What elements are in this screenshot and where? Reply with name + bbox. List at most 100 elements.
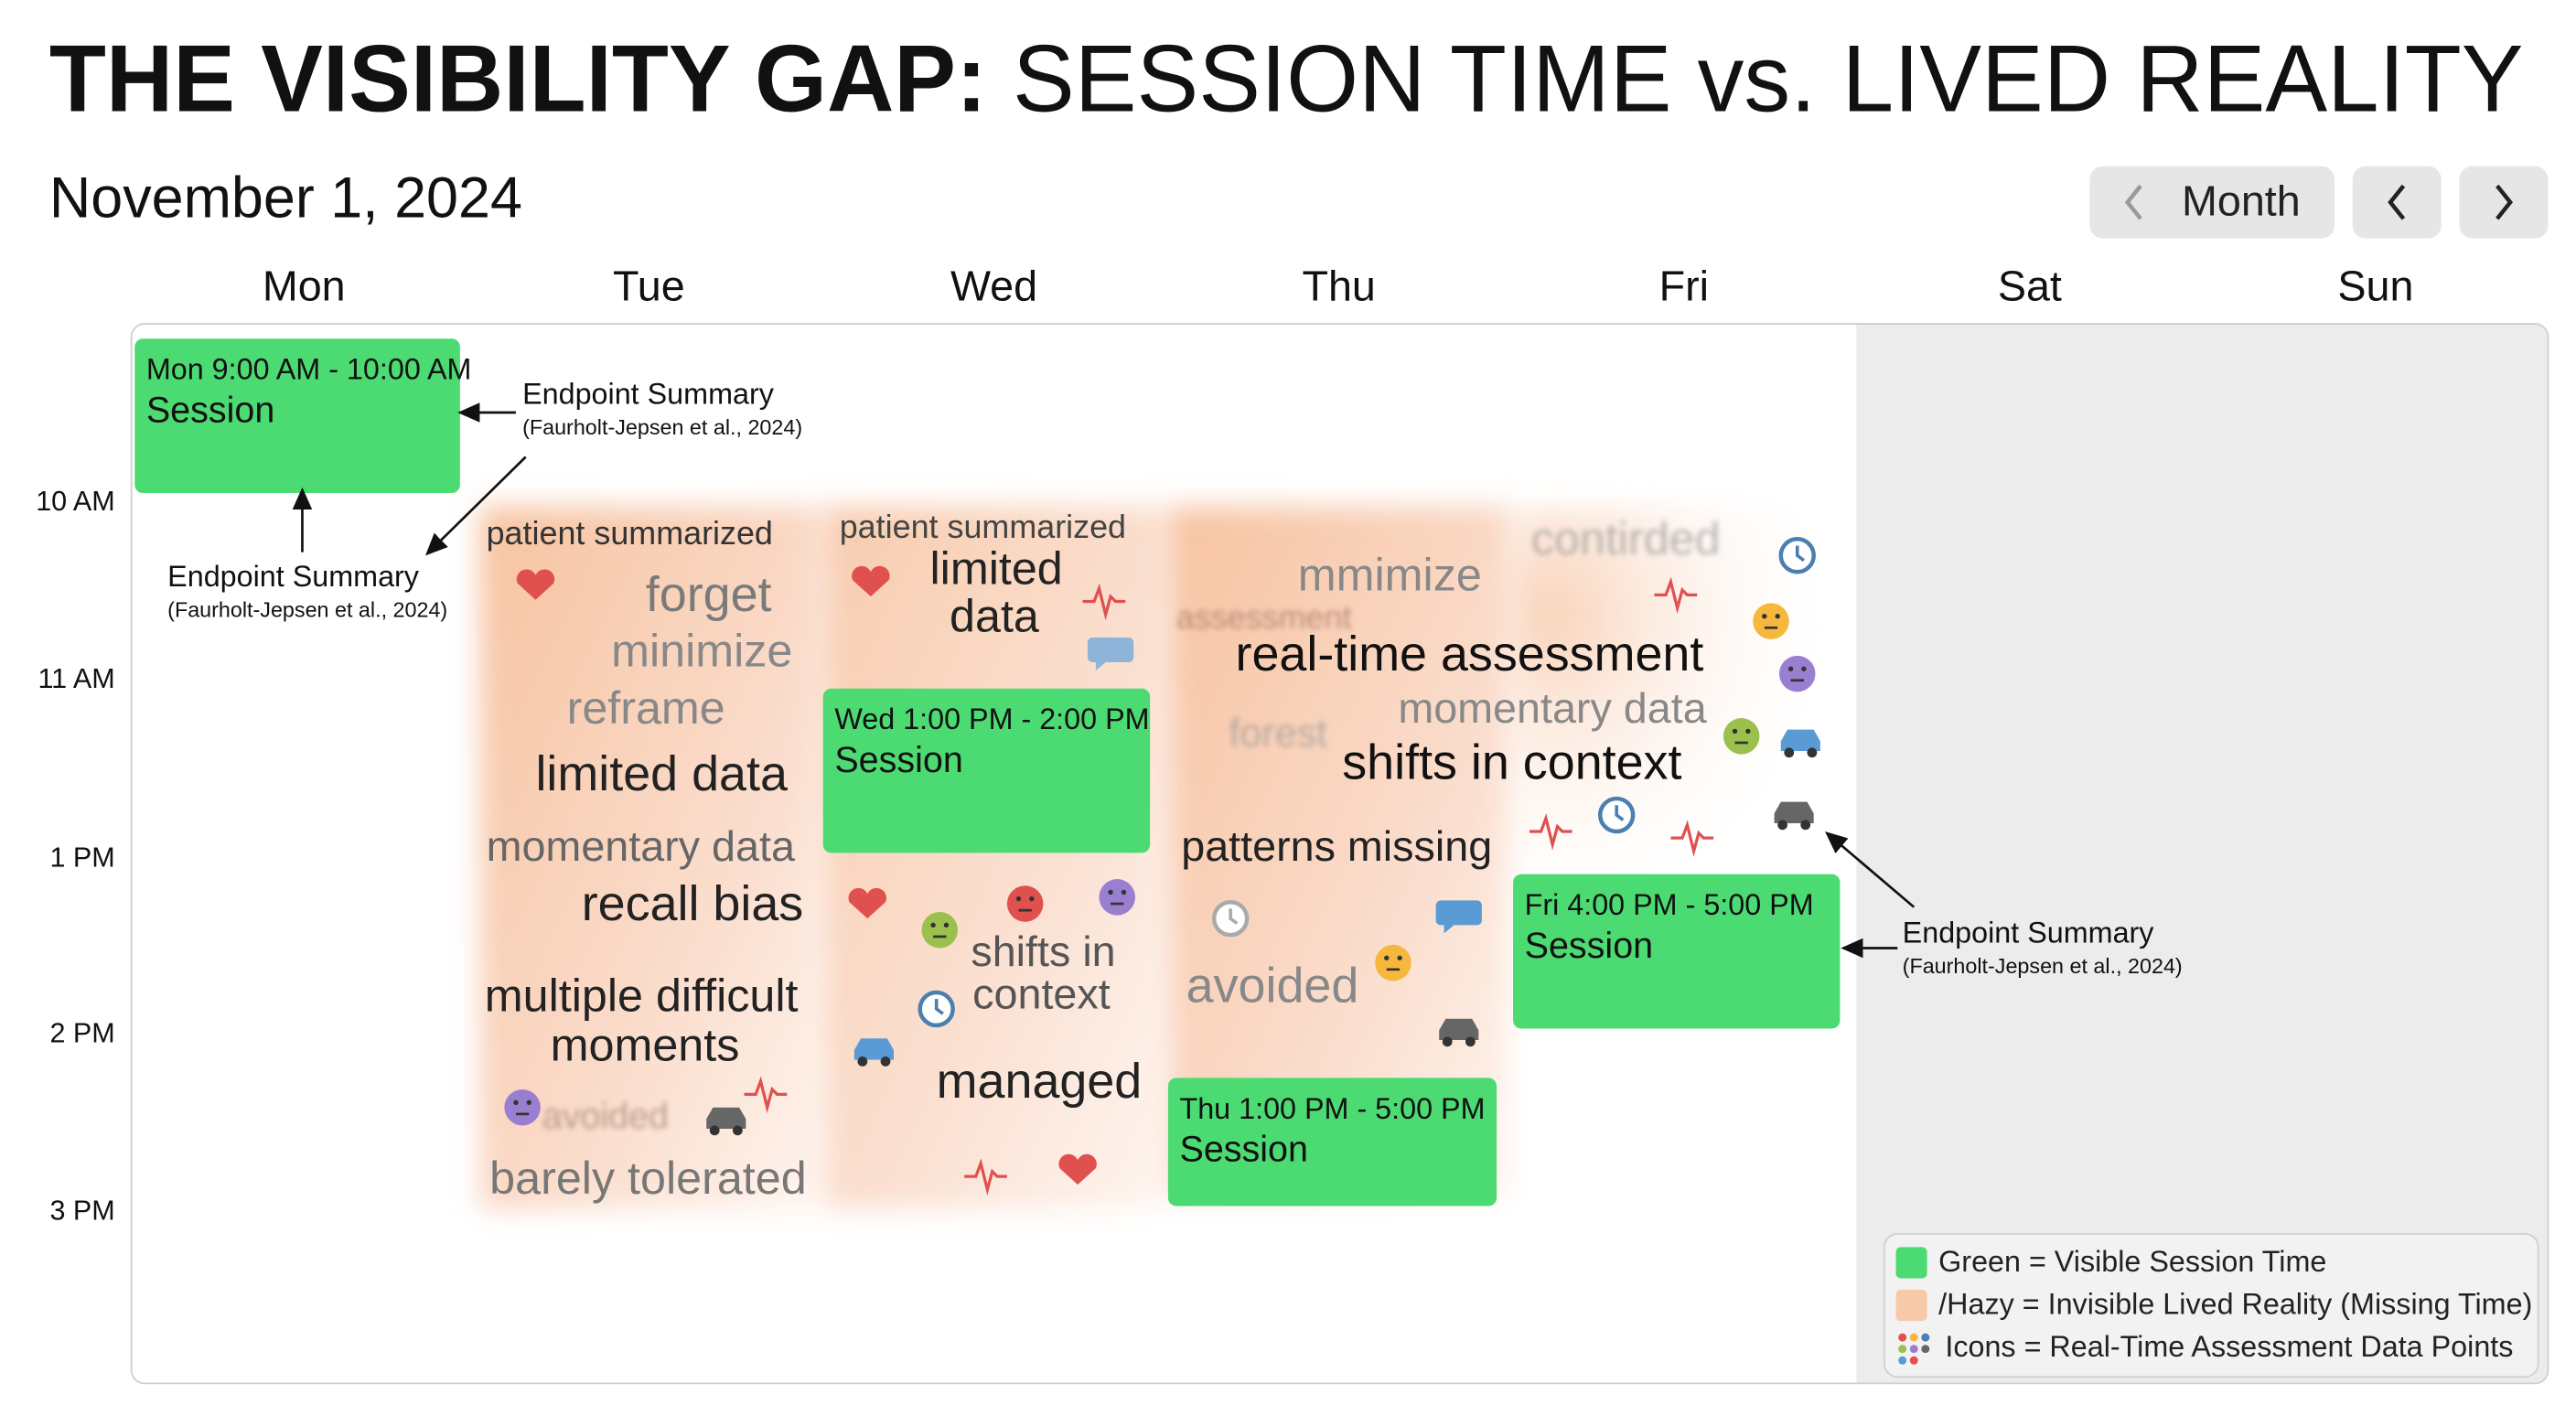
pulse-shape — [1654, 576, 1698, 615]
legend-text: Green = Visible Session Time — [1938, 1245, 2326, 1278]
face-shape — [1375, 944, 1411, 981]
face-icon — [1778, 655, 1816, 692]
annotation-title: Endpoint Summary — [167, 560, 420, 593]
lived-reality-word: managed — [937, 1054, 1143, 1109]
wheel — [857, 1056, 868, 1067]
prev-button[interactable] — [2352, 166, 2442, 239]
lived-reality-word: momentary data — [487, 822, 795, 870]
eye — [1029, 896, 1035, 902]
bubble-shape — [1087, 638, 1134, 670]
wheel — [1777, 820, 1787, 831]
lived-reality-word: avoided — [1186, 959, 1359, 1014]
clock-icon — [918, 990, 955, 1028]
face-shape — [921, 911, 959, 949]
eye — [1762, 614, 1767, 619]
clock-icon — [1597, 796, 1636, 834]
legend-text: /Hazy = Invisible Lived Reality (Missing… — [1938, 1288, 2532, 1321]
pulse-icon — [1654, 576, 1698, 615]
wheel — [709, 1125, 720, 1136]
month-button[interactable] — [2089, 166, 2334, 239]
lived-reality-word: contirded — [1531, 512, 1721, 564]
face-icon — [1099, 879, 1135, 916]
face-shape — [1006, 885, 1044, 922]
annotation-citation: (Faurholt-Jepsen et al., 2024) — [522, 415, 802, 439]
eye — [1397, 955, 1402, 960]
pulse-shape — [1530, 813, 1572, 851]
car-shape — [1774, 801, 1814, 823]
heart-icon — [516, 569, 555, 600]
wheel — [1465, 1036, 1476, 1047]
prev-icon — [2388, 184, 2406, 220]
heart-icon — [848, 887, 886, 919]
eye — [1015, 896, 1022, 902]
lived-reality-word: patient summarized — [487, 514, 773, 552]
time-label: 1 PM — [49, 842, 114, 874]
grid-border — [130, 323, 2549, 1385]
pulse-shape — [1082, 583, 1126, 621]
eye — [1121, 889, 1127, 896]
face-shape — [1778, 655, 1816, 692]
session-event[interactable] — [134, 338, 460, 494]
wheel — [1807, 747, 1818, 758]
heart-shape — [852, 565, 890, 597]
wheel — [1784, 747, 1795, 758]
legend-swatch-icons — [1898, 1333, 1930, 1365]
wheel — [1800, 820, 1811, 831]
lived-reality-word: avoided — [542, 1097, 669, 1137]
face-icon — [1723, 718, 1760, 755]
eye — [1732, 728, 1738, 735]
heart-shape — [848, 887, 886, 919]
day-header: Sat — [1998, 263, 2062, 310]
lived-reality-word: patterns missing — [1181, 822, 1492, 870]
next-button[interactable] — [2459, 166, 2549, 239]
session-event[interactable] — [1513, 874, 1841, 1029]
haze-tue — [479, 506, 819, 1210]
chevron-icon — [2124, 184, 2142, 220]
day-header: Tue — [613, 263, 685, 310]
annotation-citation: (Faurholt-Jepsen et al., 2024) — [167, 597, 447, 621]
weekend-shade — [1856, 324, 2549, 1384]
session-event[interactable] — [1167, 1078, 1497, 1207]
pulse-shape — [1670, 820, 1714, 857]
events: Mon 9:00 AM - 10:00 AM Session Wed 1:00 PM… — [134, 338, 1841, 1207]
bubble-icon — [1087, 638, 1134, 670]
face-icon — [1375, 944, 1411, 981]
lived-reality-word: momentary data — [1398, 684, 1706, 732]
eye — [943, 922, 950, 928]
view-label[interactable]: Month — [2182, 177, 2301, 224]
lived-reality-word: reframe — [567, 681, 725, 734]
face-shape — [1723, 718, 1760, 755]
lived-reality-word: multiple difficult — [485, 969, 799, 1021]
toolbar: Month — [2089, 166, 2549, 239]
pulse-icon — [1530, 813, 1572, 851]
time-label: 3 PM — [49, 1196, 114, 1227]
annotations: Endpoint Summary (Faurholt-Jepsen et al.,… — [167, 378, 2183, 979]
pulse-shape — [964, 1158, 1007, 1196]
haze-wed — [824, 506, 1164, 1210]
annotation-title: Endpoint Summary — [1903, 917, 2155, 949]
eye — [1775, 614, 1780, 619]
car-shape — [706, 1107, 746, 1130]
eye — [526, 1099, 531, 1105]
data-point-icons — [504, 537, 1820, 1196]
face-icon — [921, 911, 959, 949]
heart-shape — [516, 569, 555, 600]
clock-icon — [1211, 899, 1250, 938]
car-icon — [706, 1107, 746, 1136]
face-shape — [1753, 603, 1789, 639]
annotation-citation: (Faurholt-Jepsen et al., 2024) — [1903, 954, 2183, 978]
lived-reality-word: limited — [929, 542, 1062, 595]
session-event[interactable] — [822, 688, 1151, 853]
time-label: 11 AM — [38, 663, 114, 694]
lived-reality-word: data — [950, 590, 1039, 642]
bubble-shape — [1435, 900, 1482, 934]
pulse-icon — [1670, 820, 1714, 857]
event-label: Session — [1179, 1130, 1308, 1170]
face-icon — [504, 1089, 541, 1126]
heart-shape — [1058, 1153, 1097, 1185]
lived-reality-word: barely tolerated — [489, 1152, 806, 1204]
lived-reality-word: context — [972, 971, 1111, 1018]
pulse-icon — [964, 1158, 1007, 1196]
